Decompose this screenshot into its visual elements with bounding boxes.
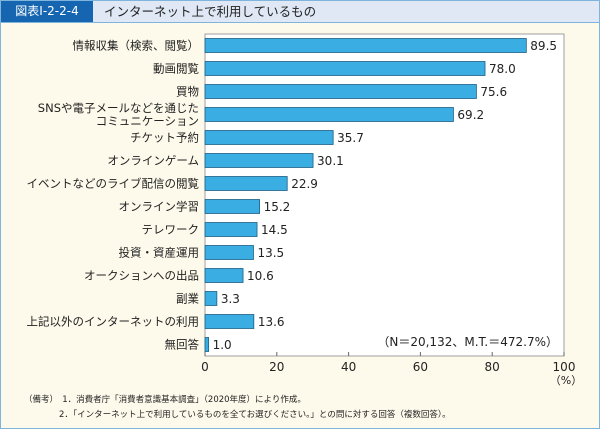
category-label: チケット予約 (130, 131, 199, 145)
category-label: 投資・資産運用 (119, 246, 200, 260)
category-label: 動画閲覧 (153, 62, 199, 76)
category-label: 副業 (176, 292, 199, 306)
note-2: 2．「インターネット上で利用しているものを全てお選びください。」との問に対する回… (59, 410, 451, 420)
figure-header: 図表Ⅰ-2-2-4 インターネット上で利用しているもの (1, 1, 599, 23)
category-label: 買物 (176, 85, 199, 99)
category-label: オンライン学習 (119, 200, 200, 214)
x-tick-label: 40 (341, 360, 356, 374)
data-label: 78.0 (489, 62, 516, 76)
bar (204, 314, 255, 329)
x-tick-label: 20 (269, 360, 284, 374)
x-tick-label: 60 (413, 360, 428, 374)
figure-id: 図表Ⅰ-2-2-4 (1, 1, 93, 22)
data-label: 89.5 (530, 39, 557, 53)
data-label: 75.6 (480, 85, 507, 99)
data-label: 22.9 (291, 177, 318, 191)
category-label: 無回答 (165, 338, 200, 352)
bar (204, 337, 209, 352)
data-label: 13.6 (258, 315, 285, 329)
data-label: 15.2 (264, 200, 291, 214)
bar (204, 291, 218, 306)
x-tick-label: 100 (553, 360, 576, 374)
x-tick-label: 0 (201, 360, 209, 374)
data-label: 30.1 (317, 154, 344, 168)
bar (204, 176, 288, 191)
category-label: SNSや電子メールなどを通じた (38, 101, 199, 115)
x-axis-label: （%） (550, 374, 582, 387)
bar (204, 107, 454, 122)
plot-area (204, 33, 565, 357)
sample-annotation: （N＝20,132、M.T.＝472.7%） (377, 335, 558, 349)
bar (204, 153, 314, 168)
data-label: 1.0 (213, 338, 232, 352)
category-label: オンラインゲーム (107, 154, 199, 168)
category-label: イベントなどのライブ配信の閲覧 (27, 177, 200, 191)
category-label: 情報収集（検索、閲覧） (73, 39, 200, 53)
category-label: オークションへの出品 (84, 269, 199, 283)
bar (204, 222, 258, 237)
bar (204, 245, 254, 260)
category-label: コミュニケーション (96, 114, 199, 128)
data-label: 35.7 (337, 131, 364, 145)
bar (204, 61, 486, 76)
bar (204, 268, 244, 283)
x-tick-label: 80 (485, 360, 500, 374)
category-label: 上記以外のインターネットの利用 (27, 315, 200, 329)
figure-title: インターネット上で利用しているもの (104, 4, 317, 19)
bar (204, 130, 334, 145)
category-label: テレワーク (142, 223, 200, 237)
data-label: 13.5 (257, 246, 284, 260)
bar (204, 199, 260, 214)
data-label: 69.2 (457, 108, 484, 122)
data-label: 10.6 (247, 269, 274, 283)
note-1: （備考） 1．消費者庁「消費者意識基本調査」（2020年度）により作成。 (24, 395, 306, 405)
bar (204, 38, 527, 53)
bar (204, 84, 477, 99)
data-label: 14.5 (261, 223, 288, 237)
data-label: 3.3 (221, 292, 240, 306)
